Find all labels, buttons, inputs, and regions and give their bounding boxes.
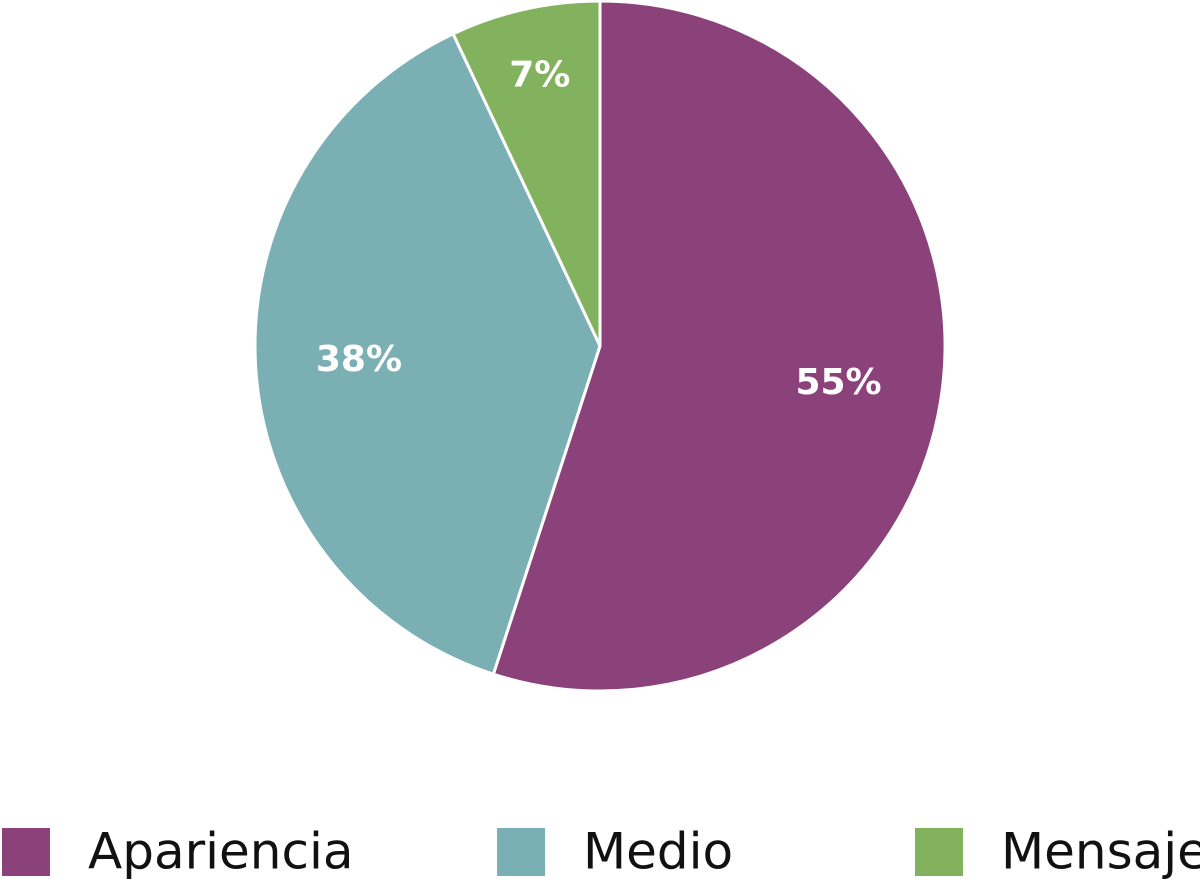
legend-swatch [2,828,50,876]
pie-slice [451,0,602,347]
legend-swatch [497,828,545,876]
legend-label: Mensaje [1001,823,1200,881]
value-label: 38% [316,339,402,380]
legend-swatch [915,828,963,876]
legend-label: Medio [583,823,733,881]
value-label: 55% [795,362,881,403]
pie-slice [253,31,602,677]
value-label: 7% [509,55,570,96]
legend-label: Apariencia [88,823,354,881]
pie-slice [491,0,947,693]
